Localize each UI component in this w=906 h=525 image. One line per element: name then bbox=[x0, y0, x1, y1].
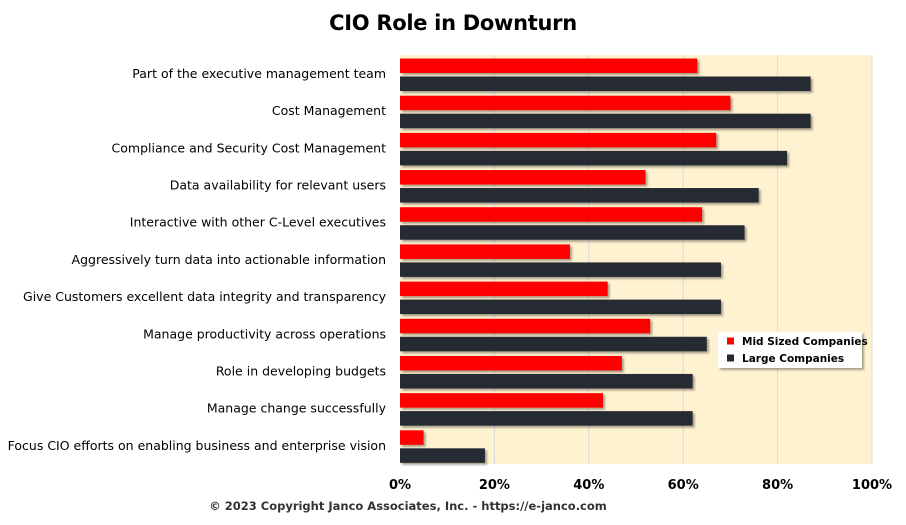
bar-large-0 bbox=[400, 76, 811, 91]
bar-mid-sized-7 bbox=[400, 318, 651, 334]
category-label: Focus CIO efforts on enabling business a… bbox=[8, 438, 386, 453]
x-tick-label: 0% bbox=[389, 478, 411, 493]
bar-large-10 bbox=[400, 448, 485, 463]
legend-swatch bbox=[727, 354, 734, 362]
bar-large-8 bbox=[400, 373, 693, 389]
bar-large-4 bbox=[400, 225, 745, 240]
legend-label: Large Companies bbox=[742, 353, 844, 365]
copyright-text: © 2023 Copyright Janco Associates, Inc. … bbox=[209, 499, 607, 513]
bar-large-9 bbox=[400, 411, 693, 426]
legend-label: Mid Sized Companies bbox=[742, 336, 868, 348]
x-tick-label: 80% bbox=[762, 478, 793, 493]
bar-large-3 bbox=[400, 188, 759, 203]
bar-mid-sized-9 bbox=[400, 393, 603, 408]
bar-mid-sized-5 bbox=[400, 244, 570, 259]
bar-mid-sized-3 bbox=[400, 170, 646, 185]
x-tick-label: 60% bbox=[668, 478, 699, 493]
bar-large-1 bbox=[400, 113, 811, 129]
category-label: Compliance and Security Cost Management bbox=[112, 140, 387, 155]
category-label: Manage change successfully bbox=[207, 401, 387, 416]
category-label: Part of the executive management team bbox=[132, 66, 386, 81]
bar-large-7 bbox=[400, 336, 707, 352]
bar-mid-sized-6 bbox=[400, 281, 608, 297]
bar-mid-sized-4 bbox=[400, 207, 703, 222]
bar-large-2 bbox=[400, 150, 788, 166]
bar-large-5 bbox=[400, 262, 721, 277]
bar-mid-sized-8 bbox=[400, 355, 622, 371]
bar-mid-sized-10 bbox=[400, 430, 424, 445]
x-tick-label: 40% bbox=[573, 478, 604, 493]
x-tick-label: 100% bbox=[852, 478, 892, 493]
legend: Mid Sized Companies Large Companies bbox=[718, 332, 868, 368]
category-label: Cost Management bbox=[272, 103, 386, 118]
category-label: Data availability for relevant users bbox=[170, 178, 386, 193]
chart-title: CIO Role in Downturn bbox=[329, 11, 577, 35]
category-label: Give Customers excellent data integrity … bbox=[23, 289, 387, 304]
x-tick-label: 20% bbox=[479, 478, 510, 493]
bar-mid-sized-1 bbox=[400, 95, 731, 111]
category-label: Aggressively turn data into actionable i… bbox=[72, 252, 386, 267]
category-label: Role in developing budgets bbox=[216, 363, 386, 378]
bar-mid-sized-0 bbox=[400, 58, 698, 73]
legend-swatch bbox=[727, 337, 734, 345]
category-label: Interactive with other C-Level executive… bbox=[130, 215, 386, 230]
bar-large-6 bbox=[400, 299, 721, 315]
bar-mid-sized-2 bbox=[400, 132, 717, 148]
category-label: Manage productivity across operations bbox=[143, 326, 386, 341]
